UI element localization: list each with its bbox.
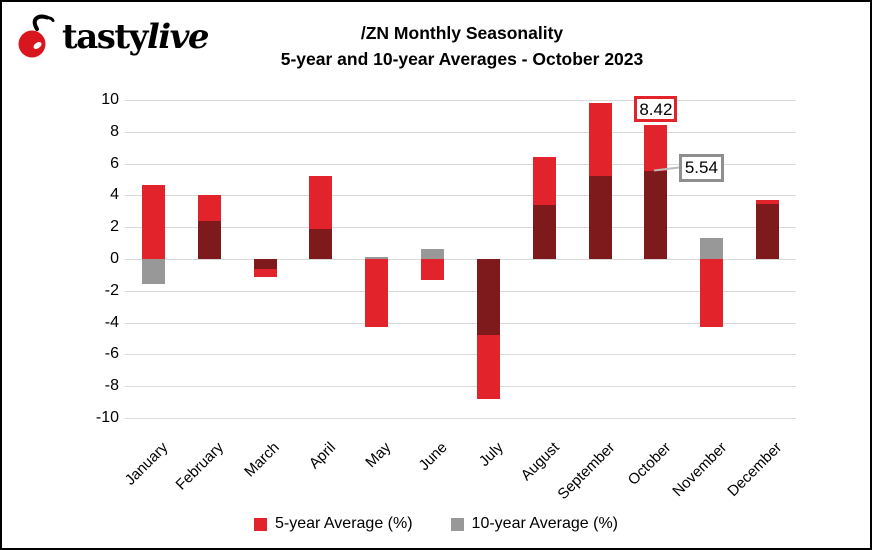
- gridline-y-10: [125, 418, 796, 419]
- gridline-y-4: [125, 322, 796, 324]
- legend-swatch: [450, 517, 464, 531]
- legend: 5-year Average (%) 10-year Average (%): [2, 515, 870, 533]
- bar-march-overlap: [253, 259, 277, 269]
- bar-may-10yr: [365, 256, 389, 259]
- chart-title-line1: /ZN Monthly Seasonality: [360, 23, 564, 43]
- chart-title: /ZN Monthly Seasonality 5-year and 10-ye…: [102, 20, 822, 72]
- x-tick-august: August: [517, 439, 563, 485]
- bar-june-10yr: [421, 248, 445, 259]
- gridline-y6: [125, 163, 796, 165]
- y-tick-label: -8: [104, 377, 119, 395]
- y-tick-label: 2: [110, 218, 119, 236]
- bar-august-5yr: [532, 157, 556, 205]
- x-tick-december: December: [724, 439, 786, 500]
- bar-november-5yr: [700, 259, 724, 328]
- gridline-y-2: [125, 290, 796, 292]
- x-tick-october: October: [624, 439, 674, 489]
- bar-june-5yr: [421, 259, 445, 281]
- gridline-y-8: [125, 386, 796, 388]
- bar-april-5yr: [309, 175, 333, 229]
- bar-november-10yr: [700, 238, 724, 259]
- brand-tasty: tasty: [62, 17, 148, 57]
- legend-label: 10-year Average (%): [471, 515, 618, 532]
- x-tick-february: February: [172, 439, 228, 494]
- y-tick-label: -4: [104, 313, 119, 331]
- y-tick-label: -6: [104, 345, 119, 363]
- x-tick-march: March: [241, 439, 284, 481]
- brand-live: live: [146, 17, 210, 57]
- x-tick-june: June: [415, 439, 451, 475]
- y-tick-label: 6: [110, 154, 119, 172]
- bar-february-overlap: [197, 220, 221, 259]
- gridline-y-6: [125, 354, 796, 356]
- x-tick-september: September: [554, 439, 619, 503]
- bar-january-5yr: [142, 185, 165, 259]
- bar-may-5yr: [365, 259, 389, 327]
- x-tick-may: May: [362, 439, 395, 472]
- y-tick-label: 0: [110, 250, 119, 267]
- x-tick-january: January: [121, 439, 172, 489]
- x-tick-april: April: [305, 439, 339, 473]
- tastylive-logo: tastylive: [16, 14, 210, 60]
- gridline-y4: [125, 195, 796, 197]
- legend-label: 5-year Average (%): [275, 515, 413, 532]
- brand-wordmark: tastylive: [62, 14, 210, 60]
- annotation-5-54: 5.54: [678, 153, 724, 182]
- bar-july-overlap: [476, 259, 500, 336]
- legend-swatch: [254, 517, 267, 531]
- bar-august-overlap: [532, 204, 556, 259]
- y-tick-label: 10: [101, 91, 119, 108]
- y-tick-label: -10: [95, 409, 119, 426]
- bar-january-10yr: [142, 259, 165, 285]
- legend-item-5yr: 5-year Average (%): [254, 515, 413, 533]
- x-tick-november: November: [668, 439, 730, 500]
- y-tick-label: 4: [110, 186, 119, 204]
- annotation-8-42: 8.42: [634, 96, 678, 123]
- gridline-y8: [125, 131, 796, 133]
- bar-april-overlap: [309, 228, 333, 259]
- y-tick-label: -2: [104, 281, 119, 299]
- gridline-y0: [125, 259, 796, 260]
- bar-february-5yr: [197, 195, 221, 221]
- bar-july-5yr: [476, 335, 500, 399]
- bar-october-5yr: [644, 125, 668, 171]
- chart-title-line2: 5-year and 10-year Averages - October 20…: [280, 49, 644, 69]
- cherry-icon: [18, 14, 55, 58]
- bar-september-5yr: [588, 103, 612, 177]
- bar-september-overlap: [588, 176, 612, 259]
- bar-march-5yr: [253, 268, 277, 278]
- x-tick-july: July: [475, 439, 507, 470]
- legend-item-10yr: 10-year Average (%): [450, 515, 618, 533]
- y-tick-label: 8: [110, 122, 119, 140]
- bar-october-overlap: [644, 170, 668, 259]
- bar-december-5yr: [756, 200, 780, 205]
- gridline-y10: [125, 100, 796, 101]
- cherry-body: [18, 30, 46, 58]
- bar-december-overlap: [756, 204, 780, 259]
- gridline-y2: [125, 227, 796, 229]
